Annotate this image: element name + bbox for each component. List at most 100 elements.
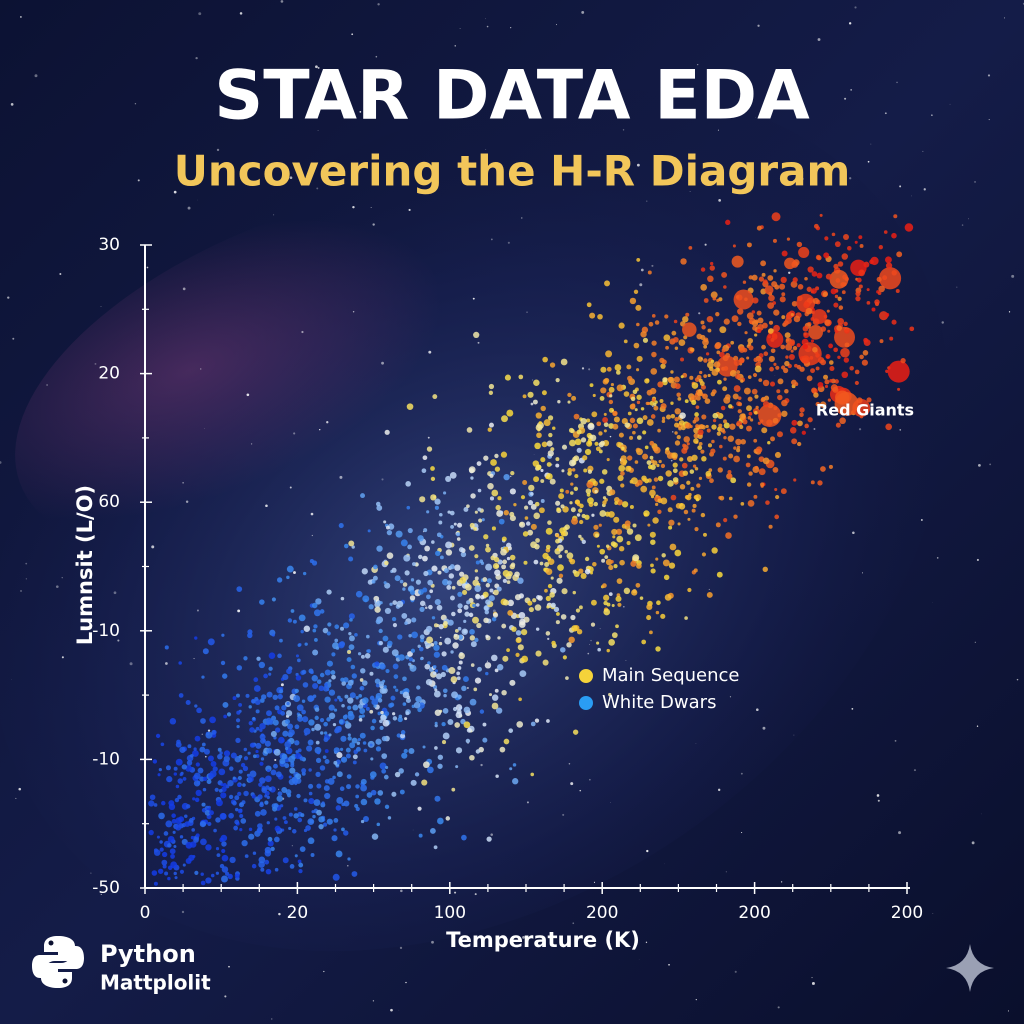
star-point <box>791 384 796 389</box>
star-point <box>157 868 164 874</box>
star-point <box>719 444 723 449</box>
star-point <box>679 484 686 490</box>
star-point <box>369 743 373 747</box>
star-point <box>509 767 513 771</box>
star-point <box>549 362 556 368</box>
bg-star <box>339 475 343 479</box>
star-point <box>264 800 269 805</box>
star-point <box>358 694 362 698</box>
star-point <box>833 347 838 353</box>
star-point <box>318 824 324 830</box>
star-point <box>297 716 304 722</box>
star-point <box>509 679 516 686</box>
star-point <box>157 773 161 777</box>
star-point <box>837 355 841 360</box>
star-point <box>418 554 423 560</box>
star-point <box>483 455 489 461</box>
star-point <box>507 599 515 607</box>
star-point <box>710 448 716 454</box>
star-point <box>276 795 283 802</box>
star-point <box>716 571 723 578</box>
star-point <box>702 532 707 537</box>
star-point <box>355 590 363 598</box>
star-point <box>650 563 654 568</box>
star-point <box>235 693 240 698</box>
star-point <box>896 251 903 258</box>
bg-star <box>698 312 701 315</box>
star-point <box>324 682 328 687</box>
star-point <box>222 782 227 787</box>
star-point <box>177 778 184 784</box>
star-point <box>375 738 382 745</box>
star-point <box>448 573 455 579</box>
star-point <box>289 864 295 869</box>
star-point <box>785 314 791 320</box>
bg-star <box>788 271 791 274</box>
star-point <box>885 256 892 264</box>
star-point <box>330 670 336 675</box>
star-point <box>292 619 297 624</box>
star-point <box>454 564 461 571</box>
star-point <box>149 794 156 801</box>
bg-star <box>850 89 852 91</box>
star-point <box>730 340 735 345</box>
star-point <box>424 663 431 670</box>
star-point <box>322 685 330 692</box>
star-point <box>546 605 550 609</box>
star-point <box>674 383 681 390</box>
bg-star <box>1004 17 1006 19</box>
star-point <box>321 801 325 805</box>
star-point <box>751 388 758 395</box>
star-point <box>673 422 680 428</box>
star-point <box>521 655 529 663</box>
star-point <box>773 362 777 366</box>
star-point <box>811 387 817 394</box>
star-point <box>549 478 556 485</box>
star-point <box>553 606 560 613</box>
star-point <box>175 784 180 789</box>
star-point <box>574 474 579 479</box>
star-point <box>682 443 687 448</box>
star-point <box>356 741 361 745</box>
star-point <box>806 286 812 292</box>
star-point <box>700 320 705 325</box>
star-point <box>319 718 325 723</box>
star-point <box>801 355 810 364</box>
star-point <box>441 722 446 727</box>
star-point <box>214 787 219 792</box>
star-point <box>753 357 759 363</box>
star-point <box>682 470 689 476</box>
star-point <box>636 417 644 425</box>
star-point <box>228 794 234 800</box>
star-point <box>806 375 813 382</box>
star-point <box>469 635 476 641</box>
star-point <box>752 297 759 304</box>
star-point <box>648 321 654 327</box>
star-point <box>303 828 308 833</box>
star-point <box>713 361 721 368</box>
star-point <box>303 798 308 803</box>
star-point <box>798 246 810 259</box>
star-point <box>311 727 315 732</box>
star-point <box>542 659 549 666</box>
star-point <box>382 719 390 727</box>
star-point <box>288 812 293 817</box>
star-point <box>909 326 915 332</box>
star-point <box>360 654 365 659</box>
star-point <box>221 633 225 637</box>
star-point <box>606 458 610 462</box>
star-point <box>664 314 669 319</box>
star-point <box>570 482 574 486</box>
star-point <box>742 419 748 425</box>
bg-star <box>151 545 155 549</box>
star-point <box>237 791 242 797</box>
star-point <box>502 599 509 606</box>
star-point <box>691 454 698 461</box>
star-point <box>657 495 661 500</box>
star-point <box>485 583 491 588</box>
star-point <box>297 658 301 663</box>
star-point <box>721 271 728 278</box>
star-point <box>690 347 695 352</box>
